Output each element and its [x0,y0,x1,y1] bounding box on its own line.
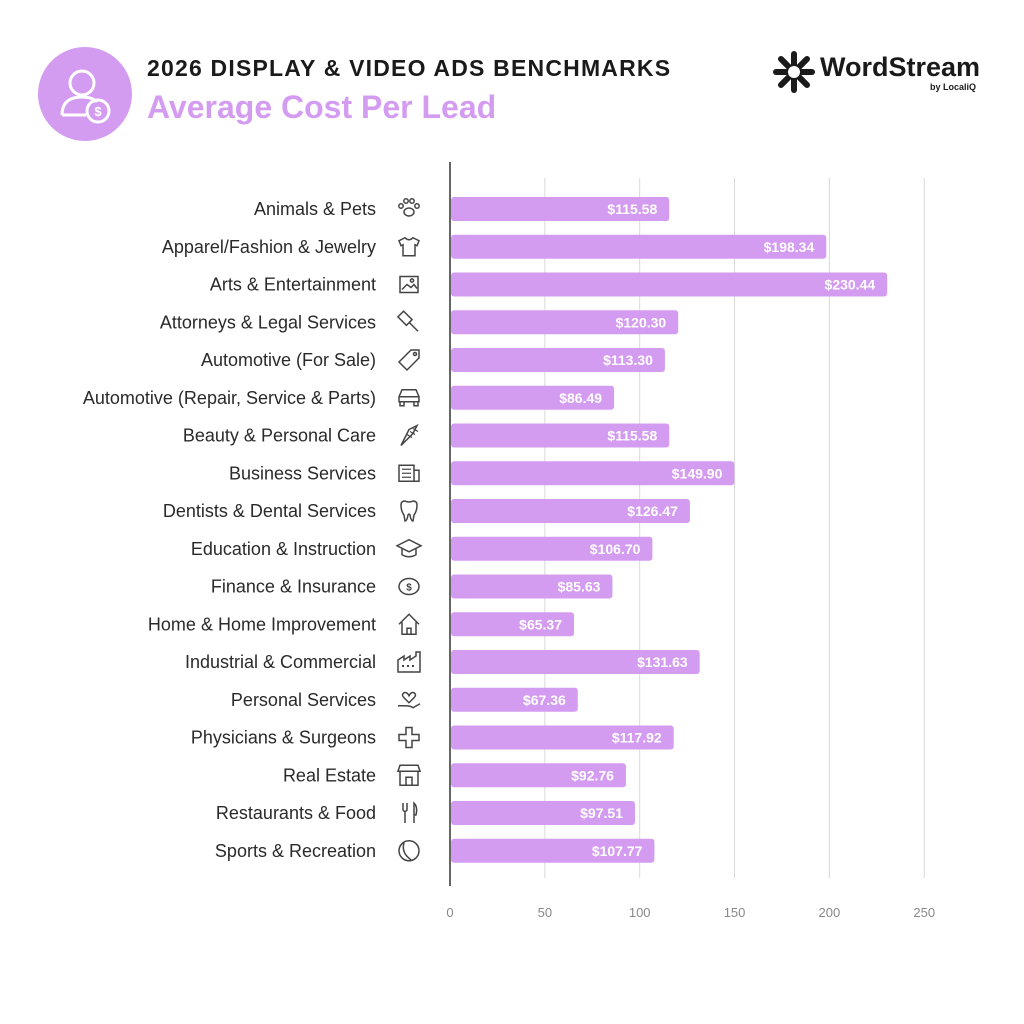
bar [451,801,635,825]
category-label: Business Services [229,463,376,483]
category-label: Automotive (Repair, Service & Parts) [83,388,376,408]
x-tick-label: 250 [913,905,935,920]
category-label: Industrial & Commercial [185,652,376,672]
bar [451,650,700,674]
bar [451,612,575,637]
category-icons: $ [395,198,423,862]
bar [451,461,735,486]
car-icon [398,389,420,407]
bar [451,763,626,788]
category-label: Beauty & Personal Care [183,426,376,446]
category-label: Personal Services [231,690,376,710]
x-axis-ticks: 0 50 100 150 200 250 [446,905,935,920]
bar-value-label: $65.37 [519,616,562,632]
bar [451,838,655,863]
medical-cross-icon [398,726,420,749]
category-label: Arts & Entertainment [210,275,376,295]
category-label: Real Estate [283,765,376,785]
category-labels: Animals & Pets Apparel/Fashion & Jewelry A… [83,199,376,861]
storefront-icon [396,764,422,786]
hand-heart-icon [398,691,421,709]
wordstream-star-logo [773,51,815,93]
gavel-icon [396,310,419,332]
comb-icon [400,423,419,447]
bar [451,385,615,410]
bar-value-label: $120.30 [616,314,667,330]
bar [451,687,578,712]
user-dollar-icon: $ [60,69,111,124]
x-tick-label: 50 [538,905,552,920]
category-label: Finance & Insurance [211,577,376,597]
tshirt-icon [398,236,420,257]
category-label: Education & Instruction [191,539,376,559]
category-label: Animals & Pets [254,199,376,219]
brand-logo: WordStream by LocaliQ [772,50,987,96]
bar [451,423,670,448]
bar-value-label: $107.77 [592,843,643,859]
bar [451,310,679,335]
category-label: Sports & Recreation [215,841,376,861]
brand-name: WordStream [820,52,981,82]
bar [451,574,613,599]
category-label: Automotive (For Sale) [201,350,376,370]
bar-value-label: $126.47 [627,503,678,519]
piggy-bank-icon: $ [398,577,420,596]
bar-value-label: $198.34 [764,239,815,255]
x-tick-label: 150 [724,905,746,920]
chart-title: 2026 DISPLAY & VIDEO ADS BENCHMARKS [147,55,672,81]
ball-icon [398,840,420,862]
tooth-icon [400,500,418,522]
header-badge: $ [38,47,132,141]
category-label: Physicians & Surgeons [191,728,376,748]
graduation-cap-icon [395,538,423,558]
paw-icon [398,198,420,217]
svg-text:$: $ [406,583,412,594]
house-icon [398,613,420,635]
x-tick-label: 100 [629,905,651,920]
bar-value-label: $113.30 [603,352,653,368]
bars: $115.58 $198.34 $230.44 $120.30 $113.30 $86.4… [451,197,888,863]
picture-icon [399,275,419,294]
bar-value-label: $85.63 [558,579,601,595]
bar-value-label: $115.58 [607,428,657,444]
factory-icon [397,651,421,673]
newspaper-icon [398,464,420,482]
bar-value-label: $67.36 [523,692,566,708]
bar [451,536,653,561]
category-label: Restaurants & Food [216,803,376,823]
bar [451,725,674,750]
bar [451,197,670,221]
brand-byline: by LocaliQ [930,82,977,92]
x-tick-label: 0 [446,905,453,920]
bar-value-label: $117.92 [612,730,662,746]
bar [451,234,827,259]
chart-subtitle: Average Cost Per Lead [147,89,497,125]
bar-value-label: $230.44 [825,277,876,293]
svg-text:$: $ [94,104,102,119]
bar-value-label: $86.49 [559,390,602,406]
category-label: Home & Home Improvement [148,614,376,634]
bar [451,348,665,372]
price-tag-icon [397,349,420,372]
bar-value-label: $131.63 [637,654,688,670]
bar [451,499,690,523]
bar-value-label: $106.70 [590,541,641,557]
bar-value-label: $97.51 [580,805,623,821]
category-label: Dentists & Dental Services [163,501,376,521]
bar-value-label: $149.90 [672,465,723,481]
bar-value-label: $92.76 [571,767,614,783]
fork-knife-icon [402,801,418,823]
category-label: Apparel/Fashion & Jewelry [162,237,376,257]
category-label: Attorneys & Legal Services [160,312,376,332]
bar-value-label: $115.58 [607,201,657,217]
bar [451,272,888,297]
x-tick-label: 200 [819,905,841,920]
